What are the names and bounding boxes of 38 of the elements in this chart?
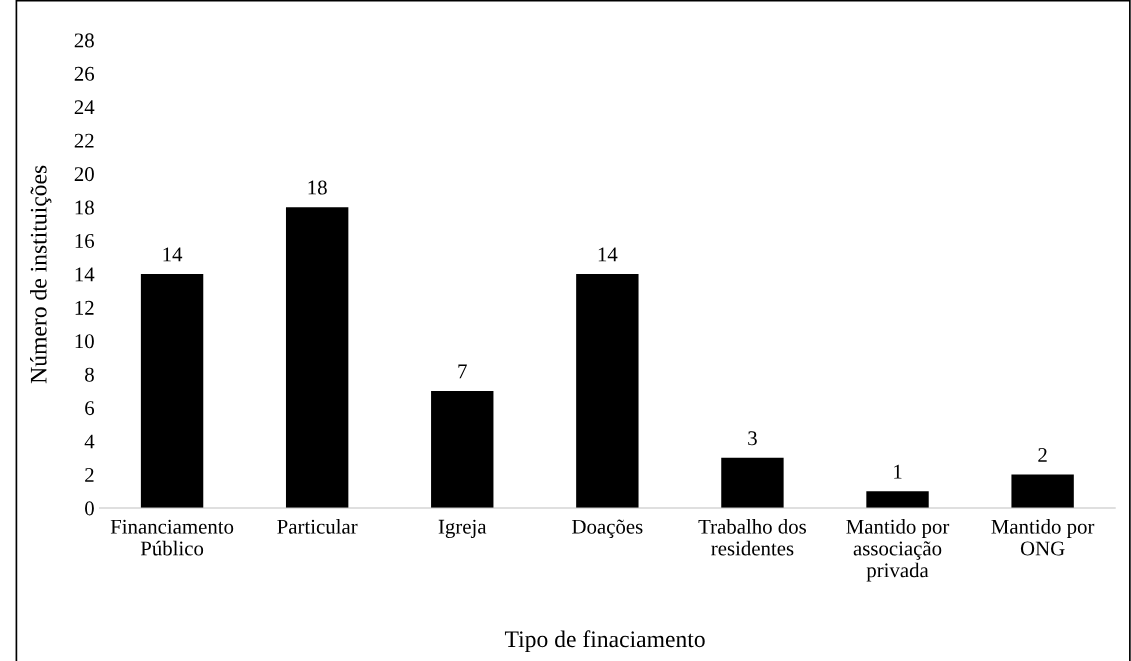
y-tick-label: 12	[75, 300, 94, 315]
x-tick-label: Financiamento Público	[110, 519, 234, 556]
y-tick-label: 4	[84, 434, 95, 449]
bar	[140, 273, 204, 508]
data-label: 3	[748, 431, 757, 446]
y-axis-title: Número de instituições	[29, 165, 52, 384]
data-label: 14	[598, 247, 618, 262]
y-tick-label: 6	[85, 401, 95, 416]
y-tick-label: 28	[74, 33, 94, 48]
x-tick-label: Igreja	[438, 519, 487, 538]
y-tick-label: 18	[75, 200, 94, 215]
y-tick-label: 20	[74, 167, 94, 182]
y-tick-label: 8	[85, 367, 94, 382]
x-tick-label: Mantido por ONG	[991, 519, 1095, 556]
data-label: 1	[894, 464, 902, 479]
x-tick-label: Mantido por associação privada	[846, 519, 950, 582]
x-tick-label: Trabalho dos residentes	[698, 519, 806, 556]
data-label: 7	[458, 364, 467, 379]
y-tick-label: 0	[85, 501, 94, 516]
x-tick-label: Doações	[572, 519, 643, 538]
bar	[576, 273, 639, 508]
y-tick-label: 16	[75, 233, 95, 248]
y-tick-label: 10	[75, 334, 94, 349]
y-tick-label: 14	[75, 267, 95, 282]
data-label: 18	[308, 180, 327, 195]
bar	[285, 207, 349, 508]
x-axis-title: Tipo de finaciamento	[504, 630, 705, 652]
y-tick-label: 24	[74, 100, 95, 115]
y-tick-label: 2	[85, 467, 94, 482]
bar	[1011, 474, 1074, 508]
data-label: 14	[163, 247, 183, 262]
bar	[721, 457, 784, 508]
y-tick-label: 22	[74, 133, 94, 148]
x-tick-label: Particular	[277, 519, 358, 534]
bar	[866, 491, 929, 508]
y-tick-label: 26	[74, 66, 95, 81]
bar	[431, 390, 494, 508]
data-label: 2	[1038, 447, 1047, 462]
